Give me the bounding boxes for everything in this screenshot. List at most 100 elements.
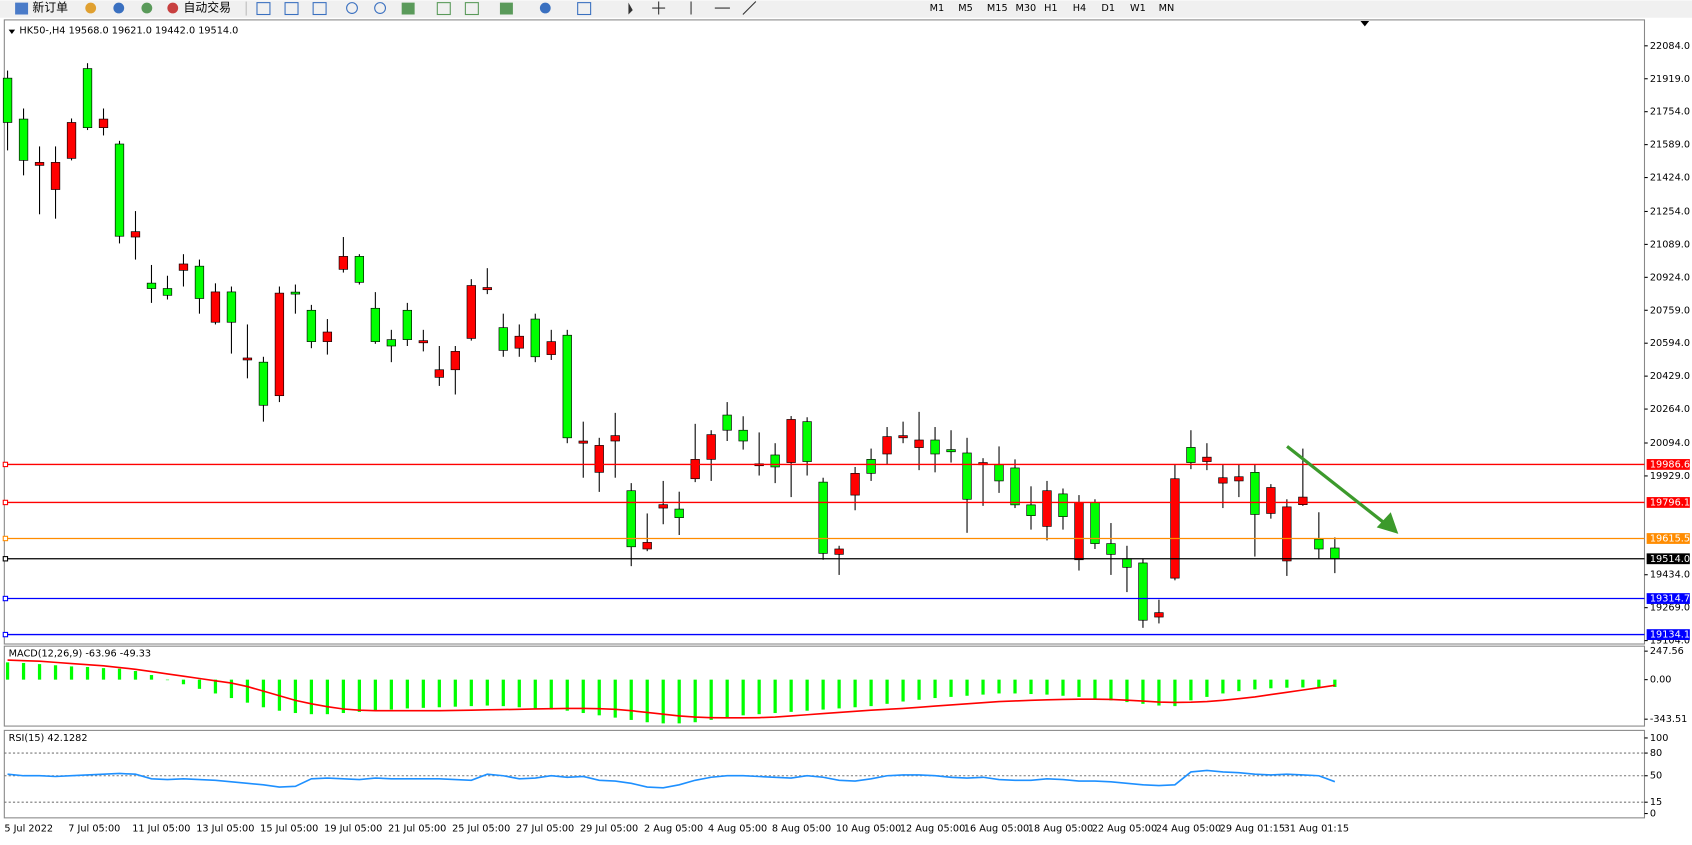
candle-body [306, 309, 317, 342]
timeframe[interactable]: M30 [1016, 3, 1037, 14]
time-label: 29 Jul 05:00 [580, 824, 638, 835]
zoom-out[interactable] [374, 2, 387, 14]
candle-body [962, 452, 972, 500]
icon[interactable] [284, 2, 299, 16]
level-label: 19134.1 [1650, 630, 1690, 641]
time-label: 7 Jul 05:00 [68, 824, 120, 835]
candle-body [146, 282, 157, 289]
macd-label: MACD(12,26,9) -63.96 -49.33 [9, 649, 151, 660]
macd-bar [373, 679, 377, 711]
candle-body [210, 291, 221, 323]
macd-bar [501, 679, 505, 707]
collapse-marker [8, 29, 16, 34]
auto-trade-icon[interactable] [167, 2, 179, 14]
price-tick-label: 21919.0 [1650, 74, 1690, 85]
time-label: 31 Aug 01:15 [1284, 824, 1349, 835]
timeframe[interactable]: W1 [1130, 3, 1146, 14]
candle-body [1042, 490, 1052, 527]
icon[interactable] [577, 2, 592, 16]
macd-bar [1269, 679, 1273, 689]
macd-bar [261, 679, 266, 708]
icon[interactable] [436, 2, 451, 16]
macd-bar [565, 679, 569, 711]
timeframe[interactable]: M15 [987, 3, 1008, 14]
macd-bar [869, 679, 873, 707]
macd-bar [389, 679, 393, 710]
macd-bar [5, 662, 10, 680]
icon[interactable] [464, 2, 479, 16]
candle-body [530, 318, 540, 358]
macd-bar [997, 679, 1001, 694]
candle-body [738, 429, 748, 442]
draw-tools[interactable] [690, 1, 757, 15]
candle-body [98, 118, 109, 128]
time-label: 29 Aug 01:15 [1220, 824, 1285, 835]
macd-bar [1045, 679, 1049, 695]
cursor[interactable] [628, 2, 633, 15]
rsi-label: RSI(15) 42.1282 [9, 733, 88, 744]
new-order[interactable]: 新订单 [32, 1, 68, 15]
macd-bar [805, 679, 809, 711]
macd-bar [197, 679, 202, 689]
timeframe[interactable]: MN [1159, 3, 1175, 14]
candle-body [338, 256, 349, 270]
candle-body [1202, 456, 1212, 462]
macd-tick-label: 247.56 [1650, 646, 1684, 657]
candle-body [1122, 558, 1132, 568]
icon[interactable] [256, 2, 271, 16]
price-tick-label: 21754.0 [1650, 107, 1690, 118]
icon[interactable] [401, 2, 415, 15]
candle-body [1170, 478, 1180, 579]
icon[interactable] [141, 2, 153, 14]
rsi-panel [3, 729, 1646, 819]
macd-bar [1125, 679, 1129, 703]
time-label: 22 Aug 05:00 [1092, 824, 1157, 835]
level-label: 19314.7 [1650, 594, 1690, 605]
timeframe[interactable]: M5 [958, 3, 973, 14]
time-label: 12 Aug 05:00 [900, 824, 965, 835]
new-order-icon[interactable] [15, 2, 29, 15]
level-anchor [2, 595, 9, 602]
candle-body [162, 288, 173, 296]
candle-body [786, 419, 796, 463]
icon[interactable] [499, 2, 513, 15]
zoom-in[interactable] [346, 2, 358, 14]
candle-body [850, 473, 860, 496]
level-tag [1646, 629, 1690, 640]
macd-bar [53, 665, 58, 680]
macd-bar [1157, 679, 1161, 706]
timeframe[interactable]: H4 [1073, 3, 1086, 14]
candle-body [242, 357, 253, 361]
candle-body [866, 459, 876, 474]
price-tick-label: 20264.0 [1650, 404, 1690, 415]
macd-bar [1285, 679, 1289, 688]
candle-body [18, 118, 29, 161]
macd-bar [837, 679, 841, 709]
crosshair[interactable] [652, 1, 666, 15]
candle-body [882, 436, 892, 455]
candle-body [1250, 472, 1260, 515]
auto-trade[interactable]: 自动交易 [184, 1, 231, 15]
icon[interactable] [113, 2, 125, 14]
candle-body [1218, 477, 1228, 484]
icon[interactable] [539, 2, 551, 14]
macd-bar [1013, 679, 1017, 694]
candle-body [946, 449, 956, 453]
timeframe[interactable]: H1 [1044, 3, 1057, 14]
candle-body [178, 263, 189, 271]
macd-signal [7, 659, 1335, 719]
level-anchor [2, 631, 9, 638]
candle-body [642, 542, 652, 550]
timeframe[interactable]: M1 [930, 3, 945, 14]
icon[interactable] [85, 2, 97, 14]
time-label: 13 Jul 05:00 [196, 824, 254, 835]
candle-body [514, 335, 524, 349]
candle-body [802, 421, 812, 462]
timeframe[interactable]: D1 [1101, 3, 1115, 14]
icon[interactable] [312, 2, 327, 16]
candle-body [690, 459, 700, 480]
macd-bar [229, 679, 234, 699]
candle-body [290, 291, 301, 295]
macd-bar [1029, 679, 1033, 695]
